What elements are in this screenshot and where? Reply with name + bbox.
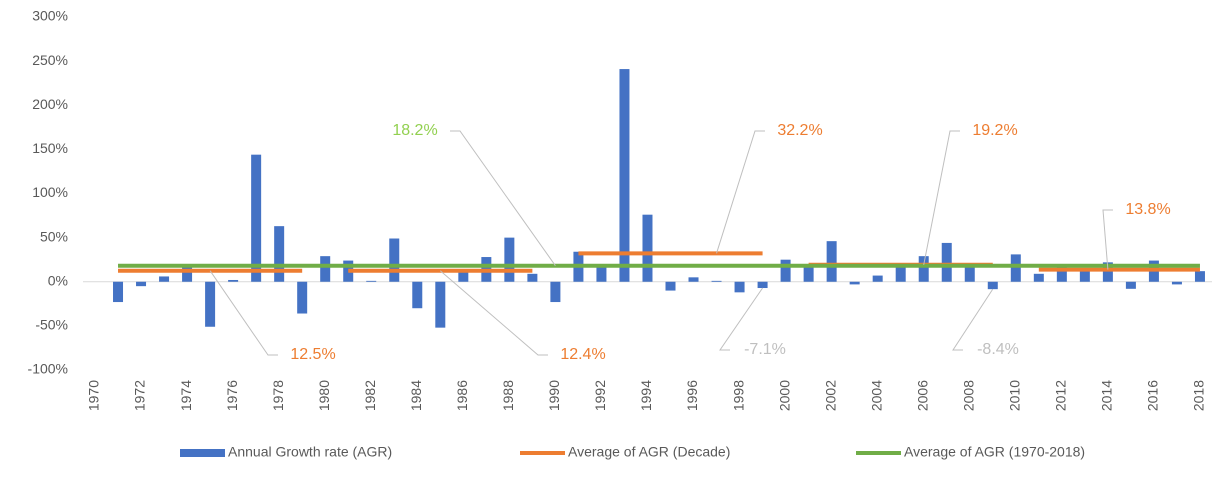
bar (435, 281, 446, 328)
bar (182, 266, 193, 282)
x-tick-label: 2000 (776, 380, 792, 411)
bar (757, 281, 768, 289)
data-label: 32.2% (777, 122, 822, 139)
x-tick-label: 1982 (362, 380, 378, 411)
legend-swatch (180, 449, 225, 457)
data-label: 12.4% (560, 346, 605, 363)
bar (711, 280, 722, 282)
x-tick-label: 1978 (270, 380, 286, 411)
bar (596, 266, 607, 282)
bar (320, 256, 331, 282)
bar (1171, 281, 1182, 285)
x-tick-label: 2016 (1145, 380, 1161, 411)
data-label: 13.8% (1125, 201, 1170, 218)
bar (1102, 262, 1113, 282)
bar (803, 266, 814, 282)
bar (964, 265, 975, 282)
x-tick-label: 2004 (868, 380, 884, 411)
bar (734, 281, 745, 293)
bar (688, 277, 699, 282)
x-tick-label: 2010 (1007, 380, 1023, 411)
bar (458, 269, 469, 282)
x-tick-label: 2006 (914, 380, 930, 411)
bar (941, 242, 952, 282)
data-label: -7.1% (744, 341, 786, 358)
bar (895, 264, 906, 282)
bar (780, 259, 791, 282)
bar (642, 214, 653, 282)
x-tick-label: 2012 (1053, 380, 1069, 411)
x-tick-label: 1986 (454, 380, 470, 411)
bar (665, 281, 676, 291)
legend-label: Average of AGR (Decade) (568, 444, 730, 460)
y-tick-label: -50% (35, 317, 68, 333)
legend-label: Annual Growth rate (AGR) (228, 444, 392, 460)
bar (527, 273, 538, 282)
y-tick-label: 150% (32, 140, 68, 156)
bar (849, 281, 860, 285)
x-tick-label: 1980 (316, 380, 332, 411)
bar (412, 281, 423, 309)
bar (1194, 271, 1205, 282)
bar (1079, 268, 1090, 282)
x-tick-label: 1998 (730, 380, 746, 411)
bar (504, 237, 515, 282)
x-tick-label: 2018 (1191, 380, 1207, 411)
legend-label: Average of AGR (1970-2018) (904, 444, 1085, 460)
bar (918, 256, 929, 282)
data-label: -8.4% (977, 341, 1019, 358)
x-tick-label: 1996 (684, 380, 700, 411)
leader-line (209, 270, 278, 356)
x-tick-label: 2014 (1099, 380, 1115, 411)
bar (274, 226, 285, 282)
bar (113, 281, 124, 303)
leader-line (923, 130, 960, 265)
x-tick-label: 1974 (178, 380, 194, 411)
x-tick-label: 2002 (822, 380, 838, 411)
data-label: 18.2% (392, 122, 437, 139)
bar (1033, 273, 1044, 282)
y-tick-label: 200% (32, 96, 68, 112)
y-tick-label: 250% (32, 52, 68, 68)
x-tick-label: 1988 (500, 380, 516, 411)
x-tick-label: 2008 (960, 380, 976, 411)
bar (872, 275, 883, 282)
leader-line (716, 130, 765, 254)
bar (987, 281, 998, 290)
bar (1056, 264, 1067, 282)
bar (550, 281, 561, 303)
leader-line (450, 130, 556, 266)
data-label: 19.2% (972, 122, 1017, 139)
leader-line (439, 270, 548, 356)
bar (228, 279, 239, 282)
bar (366, 280, 377, 282)
bar (619, 69, 630, 282)
bar (159, 276, 170, 282)
x-tick-label: 1984 (408, 380, 424, 411)
y-tick-label: 0% (48, 272, 68, 288)
y-tick-label: 300% (32, 8, 68, 24)
y-tick-label: 100% (32, 184, 68, 200)
x-tick-label: 1990 (546, 380, 562, 411)
bar (1010, 254, 1021, 282)
bar (297, 281, 308, 314)
bar (389, 238, 400, 282)
bar (136, 281, 147, 287)
data-label: 12.5% (290, 346, 335, 363)
bar (205, 281, 216, 327)
x-tick-label: 1994 (638, 380, 654, 411)
bar (251, 154, 262, 282)
x-tick-label: 1970 (86, 380, 102, 411)
leader-line (1102, 209, 1113, 270)
x-tick-label: 1992 (592, 380, 608, 411)
x-tick-label: 1972 (132, 380, 148, 411)
x-tick-label: 1976 (224, 380, 240, 411)
leader-line (719, 287, 763, 351)
y-tick-label: 50% (40, 228, 68, 244)
y-tick-label: -100% (28, 361, 68, 377)
bar (826, 241, 837, 282)
bar (1125, 281, 1136, 289)
leader-line (952, 288, 994, 351)
